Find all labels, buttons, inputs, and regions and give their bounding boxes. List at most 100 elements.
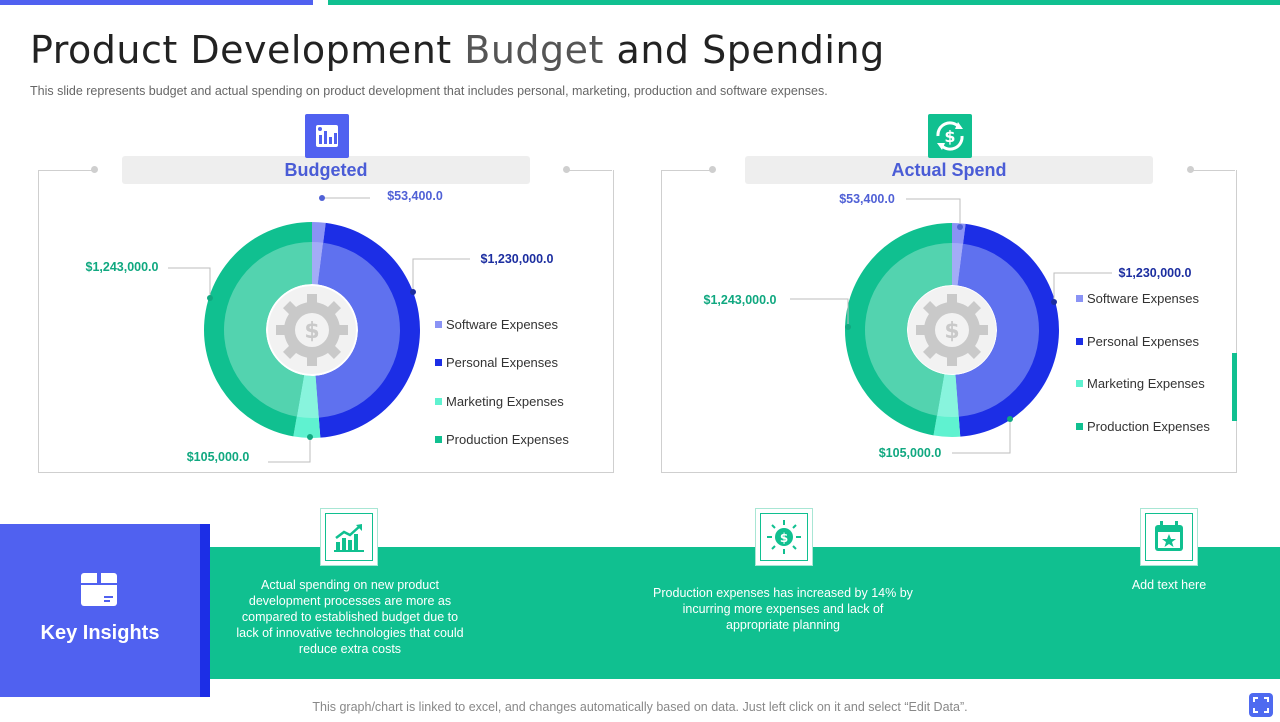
leader-line [268, 437, 311, 463]
legend-item: Personal Expenses [1076, 334, 1199, 349]
legend-label: Marketing Expenses [446, 394, 564, 409]
growth-chart-icon [325, 513, 373, 561]
doughnut-inner-ring [955, 243, 1039, 417]
side-accent-bar [1232, 353, 1237, 421]
insight-text-1: Actual spending on new product developme… [236, 578, 464, 656]
data-label: $53,400.0 [387, 189, 443, 203]
leader-line [790, 298, 849, 327]
data-label: $105,000.0 [879, 446, 942, 460]
svg-text:$: $ [304, 319, 319, 344]
panel-rule [1190, 170, 1235, 171]
legend-item: Software Expenses [435, 317, 558, 332]
page-subtitle: This slide represents budget and actual … [30, 84, 828, 98]
legend-label: Software Expenses [1087, 291, 1200, 306]
panel-rule [566, 170, 612, 171]
legend-swatch [435, 398, 442, 406]
leader-dot [410, 289, 416, 295]
legend-item: Production Expenses [1076, 419, 1210, 434]
page-title: Product Development Budget and Spending [30, 28, 885, 72]
data-label: $1,243,000.0 [704, 293, 777, 307]
legend-label: Personal Expenses [446, 355, 559, 370]
data-label: $105,000.0 [187, 450, 250, 464]
doughnut-inner-ring [312, 242, 324, 285]
title-part-1: Product Development [30, 28, 465, 72]
data-label: $1,230,000.0 [481, 252, 554, 266]
leader-dot [1007, 416, 1013, 422]
data-label: $53,400.0 [839, 192, 895, 206]
leader-line [168, 267, 211, 298]
actual-spend-heading: Actual Spend [745, 156, 1153, 184]
doughnut-inner-ring [865, 243, 952, 416]
budgeted-panel [38, 170, 614, 473]
svg-text:$: $ [944, 127, 955, 146]
actual-spend-panel [661, 170, 1237, 473]
leader-line [906, 198, 961, 227]
insight-icon-frame: $ [755, 508, 813, 566]
panel-rule [38, 170, 94, 171]
title-part-3: and Spending [603, 28, 885, 72]
dollar-gear-icon: $ [760, 513, 808, 561]
budgeted-heading: Budgeted [122, 156, 530, 184]
panel-dot [1187, 166, 1194, 173]
legend-item: Marketing Expenses [435, 394, 564, 409]
leader-line [412, 258, 470, 292]
legend-swatch [435, 436, 442, 444]
leader-line [1053, 272, 1112, 302]
key-insights-label: Key Insights [40, 622, 160, 644]
doughnut-inner-ring [223, 242, 312, 417]
legend-item: Production Expenses [435, 432, 569, 447]
legend-label: Production Expenses [446, 432, 569, 447]
calendar-star-icon [1145, 513, 1193, 561]
gear-dollar-icon: $ [276, 294, 348, 366]
insight-icon-frame [320, 508, 378, 566]
doughnut-inner-ring [936, 374, 959, 417]
key-insights-box [0, 524, 200, 697]
money-exchange-icon: $ [928, 114, 972, 158]
legend-label: Production Expenses [1087, 419, 1210, 434]
insight-icon-frame [1140, 508, 1198, 566]
svg-text:$: $ [944, 319, 959, 344]
panel-rule [661, 170, 713, 171]
panel-dot [91, 166, 98, 173]
insights-band [210, 547, 1280, 679]
legend-label: Marketing Expenses [1087, 376, 1205, 391]
legend-item: Marketing Expenses [1076, 376, 1205, 391]
leader-dot [319, 195, 325, 201]
insight-text-2: Production expenses has increased by 14%… [653, 586, 913, 632]
legend-swatch [435, 359, 442, 367]
doughnut-inner-ring [296, 375, 319, 418]
title-part-2: Budget [464, 28, 604, 72]
panel-dot [709, 166, 716, 173]
legend-item: Personal Expenses [435, 355, 558, 370]
leader-line [952, 419, 1011, 454]
panel-dot [563, 166, 570, 173]
legend-swatch [1076, 380, 1083, 388]
top-accent-bar-blue [0, 0, 313, 5]
footer-note: This graph/chart is linked to excel, and… [312, 700, 968, 714]
data-label: $1,230,000.0 [1119, 266, 1192, 280]
insight-text-3: Add text here [1131, 578, 1207, 592]
doughnut-inner-ring [315, 242, 400, 418]
key-insights-stripe [200, 524, 210, 697]
doughnut-inner-ring [952, 243, 964, 286]
data-label: $1,243,000.0 [86, 260, 159, 274]
bar-chart-icon [305, 114, 349, 158]
leader-dot [1051, 299, 1057, 305]
leader-dot [207, 295, 213, 301]
expand-icon[interactable] [1249, 693, 1273, 717]
svg-text:$: $ [780, 531, 788, 545]
box-icon [78, 568, 120, 610]
leader-dot [957, 224, 963, 230]
gear-dollar-icon: $ [916, 294, 988, 366]
top-accent-bar-green [328, 0, 1280, 5]
legend-swatch [1076, 338, 1083, 346]
legend-label: Software Expenses [446, 317, 559, 332]
leader-dot [307, 434, 313, 440]
legend-label: Personal Expenses [1087, 334, 1200, 349]
legend-swatch [1076, 295, 1083, 303]
legend-item: Software Expenses [1076, 291, 1199, 306]
leader-dot [845, 324, 851, 330]
legend-swatch [435, 321, 442, 329]
legend-swatch [1076, 423, 1083, 431]
